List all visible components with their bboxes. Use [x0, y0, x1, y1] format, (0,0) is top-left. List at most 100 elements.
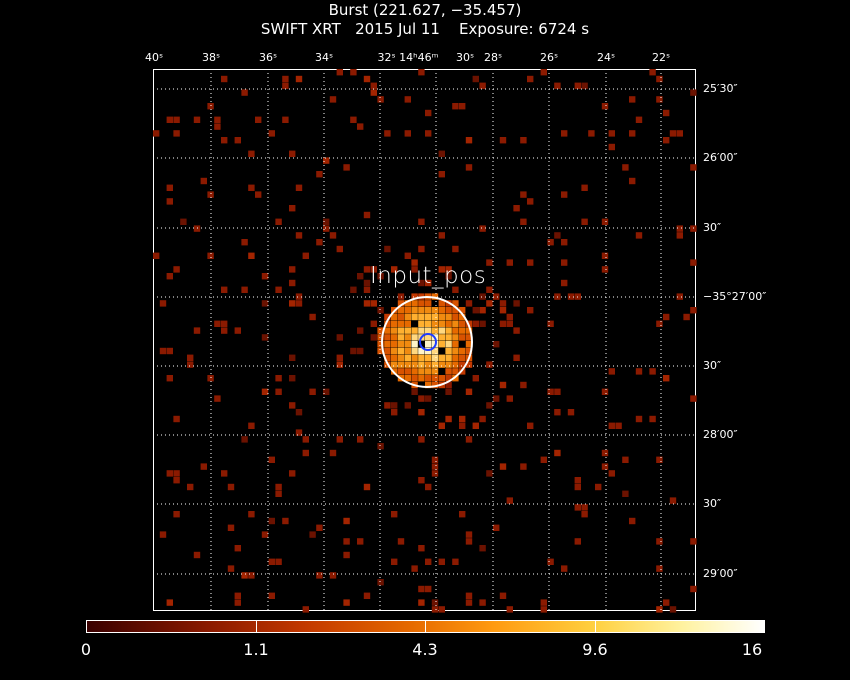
- dec-tick-label: 29′00″: [703, 567, 738, 580]
- counts-pixel: [268, 558, 275, 565]
- counts-pixel: [309, 388, 316, 395]
- counts-pixel: [241, 89, 248, 96]
- counts-pixel: [377, 273, 384, 280]
- counts-pixel: [159, 531, 167, 538]
- counts-pixel: [499, 463, 507, 470]
- counts-pixel: [601, 463, 609, 470]
- counts-pixel: [431, 354, 439, 361]
- counts-pixel: [663, 313, 670, 321]
- counts-pixel: [261, 273, 269, 280]
- counts-pixel: [425, 109, 432, 117]
- counts-pixel: [418, 599, 425, 606]
- counts-pixel: [418, 409, 425, 416]
- counts-pixel: [166, 273, 173, 280]
- counts-pixel: [438, 606, 445, 613]
- counts-pixel: [221, 75, 228, 83]
- counts-pixel: [404, 313, 411, 321]
- counts-pixel: [656, 320, 663, 327]
- counts-pixel: [540, 606, 547, 613]
- colorbar-tick-label: 0: [80, 640, 92, 659]
- counts-pixel: [227, 565, 235, 572]
- counts-pixel: [520, 463, 527, 470]
- counts-pixel: [159, 347, 167, 355]
- ra-tick-label: 30ˢ: [455, 51, 475, 64]
- counts-pixel: [377, 341, 384, 348]
- counts-pixel: [499, 592, 507, 599]
- counts-pixel: [445, 327, 452, 334]
- counts-pixel: [214, 395, 221, 402]
- counts-pixel: [513, 354, 520, 361]
- counts-pixel: [391, 341, 398, 348]
- counts-pixel: [384, 347, 391, 355]
- counts-pixel: [465, 538, 473, 545]
- counts-pixel: [663, 375, 670, 382]
- counts-pixel: [459, 361, 466, 368]
- counts-pixel: [635, 415, 643, 423]
- counts-pixel: [323, 225, 330, 232]
- counts-pixel: [357, 327, 364, 334]
- counts-pixel: [295, 429, 303, 436]
- counts-pixel: [499, 381, 507, 389]
- counts-pixel: [295, 293, 303, 300]
- counts-pixel: [309, 313, 316, 321]
- counts-pixel: [343, 538, 350, 545]
- counts-pixel: [241, 239, 248, 246]
- counts-pixel: [465, 599, 473, 606]
- counts-pixel: [425, 483, 432, 491]
- counts-pixel: [411, 300, 418, 307]
- counts-pixel: [261, 334, 269, 341]
- counts-pixel: [581, 218, 588, 225]
- counts-pixel: [431, 361, 439, 368]
- counts-pixel: [418, 69, 425, 76]
- counts-pixel: [357, 273, 364, 280]
- counts-pixel: [601, 266, 609, 273]
- counts-pixel: [527, 75, 534, 83]
- counts-pixel: [574, 504, 581, 511]
- counts-pixel: [438, 375, 445, 382]
- counts-pixel: [438, 327, 445, 334]
- counts-pixel: [289, 266, 296, 273]
- counts-pixel: [275, 483, 282, 491]
- counts-pixel: [452, 558, 459, 565]
- counts-pixel: [479, 225, 486, 232]
- counts-pixel: [479, 415, 486, 423]
- counts-pixel: [187, 483, 194, 491]
- counts-pixel: [418, 395, 425, 402]
- counts-pixel: [574, 538, 581, 545]
- counts-pixel: [363, 75, 371, 83]
- counts-pixel: [438, 171, 445, 178]
- counts-pixel: [554, 82, 561, 89]
- counts-pixel: [431, 313, 439, 321]
- counts-pixel: [622, 456, 629, 463]
- counts-pixel: [479, 307, 486, 314]
- counts-pixel: [200, 463, 207, 470]
- counts-pixel: [323, 157, 330, 164]
- counts-pixel: [391, 409, 398, 416]
- counts-pixel: [649, 415, 656, 423]
- counts-pixel: [418, 545, 425, 552]
- counts-pixel: [268, 517, 275, 525]
- counts-pixel: [404, 402, 411, 409]
- counts-pixel: [397, 361, 405, 368]
- dec-tick-label: 30″: [703, 221, 722, 234]
- counts-pixel: [431, 293, 439, 300]
- counts-pixel: [676, 225, 683, 232]
- colorbar-tick-mark: [425, 620, 426, 633]
- counts-pixel: [438, 313, 445, 321]
- counts-pixel: [377, 307, 384, 314]
- counts-pixel: [391, 266, 398, 273]
- counts-pixel: [669, 130, 677, 137]
- counts-pixel: [561, 259, 568, 266]
- counts-pixel: [438, 354, 445, 361]
- counts-pixel: [690, 585, 697, 593]
- ra-tick-label: 26ˢ: [539, 51, 559, 64]
- counts-pixel: [527, 259, 534, 266]
- counts-pixel: [540, 599, 547, 606]
- colorbar-tick-label: 16: [741, 640, 763, 659]
- counts-pixel: [425, 395, 432, 402]
- counts-pixel: [377, 334, 384, 341]
- counts-pixel: [357, 436, 364, 443]
- counts-pixel: [486, 259, 493, 266]
- counts-pixel: [397, 341, 405, 348]
